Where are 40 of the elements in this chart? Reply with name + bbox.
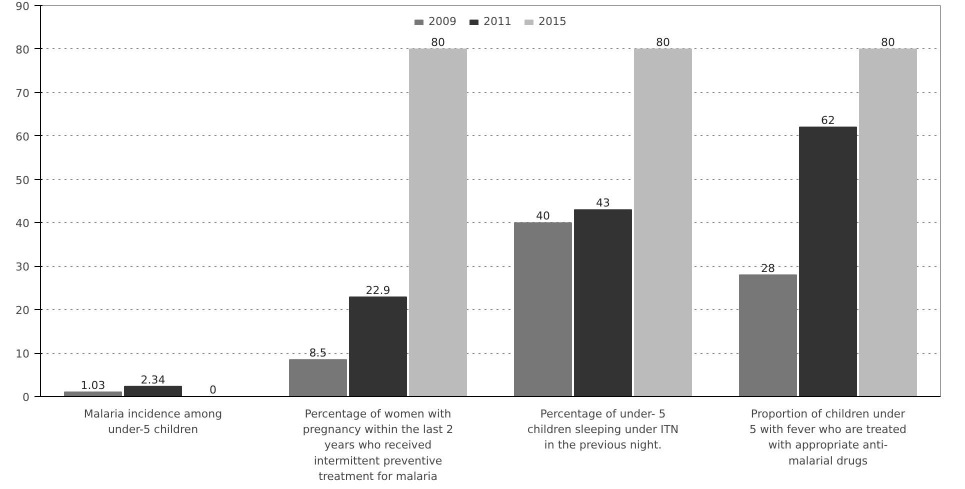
data-label: 43 xyxy=(596,196,610,210)
data-label: 2.34 xyxy=(140,373,166,386)
y-tick-label: 20 xyxy=(16,304,30,318)
legend-label: 2015 xyxy=(538,15,566,28)
data-label: 80 xyxy=(656,36,670,49)
data-label: 1.03 xyxy=(80,379,106,392)
bar xyxy=(739,274,797,396)
y-tick-label: 10 xyxy=(16,348,30,361)
y-tick-label: 50 xyxy=(16,174,30,187)
legend-label: 2011 xyxy=(484,15,512,28)
data-label: 80 xyxy=(431,36,445,49)
bar xyxy=(574,209,632,396)
data-label: 62 xyxy=(821,114,835,128)
data-label: 28 xyxy=(761,262,775,275)
data-label: 8.5 xyxy=(309,346,327,360)
y-tick-label: 70 xyxy=(16,86,30,100)
bar xyxy=(634,48,692,396)
data-label: 0 xyxy=(210,384,216,396)
bar xyxy=(289,359,347,396)
bar xyxy=(64,392,122,396)
y-tick-label: 60 xyxy=(16,130,30,144)
data-label: 40 xyxy=(536,210,550,223)
y-tick-label: 0 xyxy=(22,391,30,404)
y-tick-label: 40 xyxy=(16,217,30,230)
x-tick-label: Proportion of children under 5 with fever who are treated with appropriate anti-malarial drugs xyxy=(750,408,906,468)
bar xyxy=(799,126,857,396)
y-tick-label: 80 xyxy=(16,43,30,56)
bar xyxy=(349,296,407,396)
data-label: 80 xyxy=(881,36,895,49)
legend-label: 2009 xyxy=(428,15,456,28)
bar xyxy=(514,222,572,396)
y-tick-label: 90 xyxy=(16,0,30,13)
x-tick-label: Percentage of under- 5 children sleeping under ITN in the previous night. xyxy=(527,408,679,452)
bar xyxy=(124,386,182,396)
x-tick-label: Malaria incidence among under-5 children xyxy=(84,408,222,436)
data-label: 22.9 xyxy=(366,284,390,298)
bar xyxy=(859,48,917,396)
y-tick-label: 30 xyxy=(16,260,30,274)
bar xyxy=(409,48,467,396)
x-tick-label: Percentage of women with pregnancy within the last 2 years who received intermittent preventive treatment for malaria xyxy=(302,408,454,483)
